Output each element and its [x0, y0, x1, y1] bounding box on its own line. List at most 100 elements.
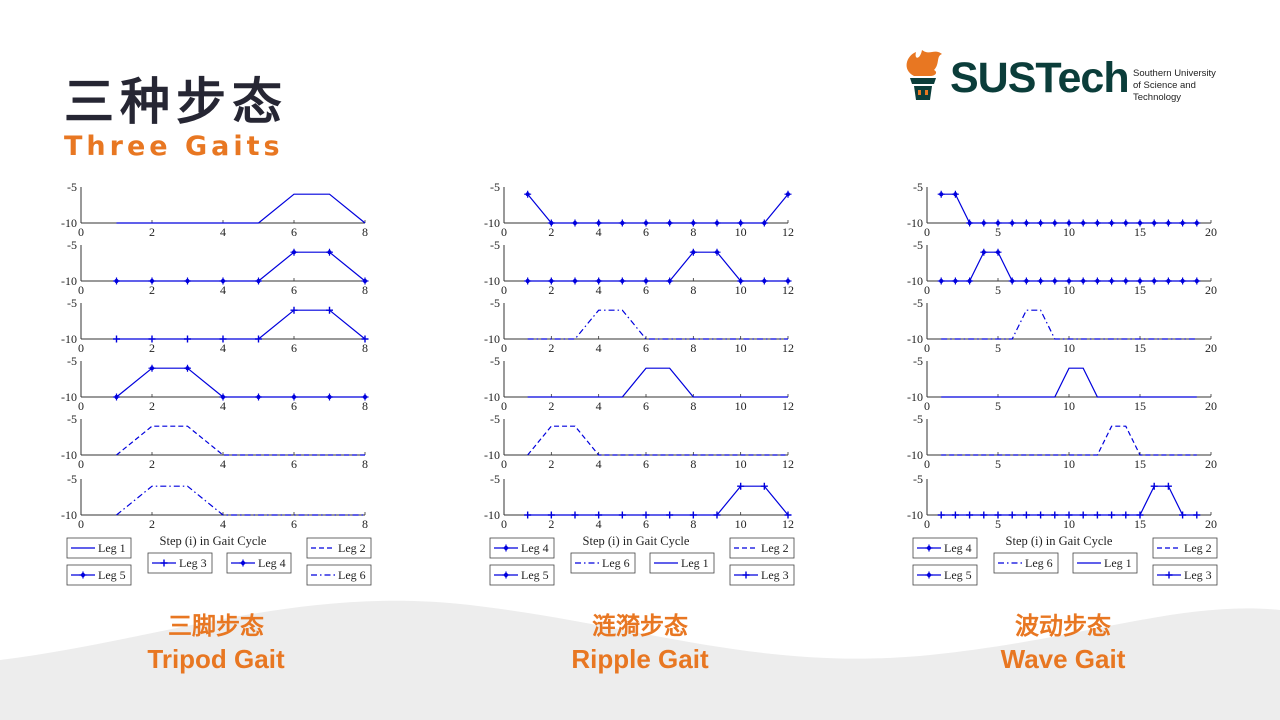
- x-tick-label: 15: [1134, 341, 1146, 355]
- legend-item: Leg 4: [226, 552, 292, 574]
- x-tick-label: 2: [149, 517, 155, 531]
- data-point: [1051, 511, 1059, 519]
- data-point-tick: [361, 393, 369, 401]
- x-axis-label: Step (i) in Gait Cycle: [583, 534, 690, 548]
- tripod-gait-chart: 0 2 4 6 8-5-100 2 4 6 8-5-100 2 4 6 8-5-100 2 4 6 8-5-10…: [61, 180, 372, 586]
- y-tick-label: -5: [490, 412, 500, 426]
- y-tick-label: -10: [61, 332, 77, 346]
- legend-box: [729, 564, 795, 586]
- x-tick-label: 20: [1205, 283, 1217, 297]
- x-tick-label: 2: [149, 283, 155, 297]
- subplot: 0 5 10 15 20 -5 -10: [907, 180, 1217, 239]
- data-point-tick: [1079, 219, 1087, 227]
- x-tick-label: 8: [690, 225, 696, 239]
- sustech-logo: SUSTech Southern University of Science a…: [900, 46, 1240, 116]
- data-point-tick: [760, 219, 768, 227]
- x-tick-label: 6: [643, 517, 649, 531]
- data-point-tick: [1150, 219, 1158, 227]
- data-point-tick: [937, 190, 945, 198]
- x-tick-label: 2: [548, 517, 554, 531]
- x-tick-label: 0: [78, 399, 84, 413]
- x-tick-label: 12: [782, 399, 794, 413]
- data-point-tick: [1179, 219, 1187, 227]
- x-tick-label: 8: [362, 457, 368, 471]
- legend-box: [66, 537, 132, 559]
- caption-en: Tripod Gait: [147, 644, 285, 674]
- legend-item: Leg 5: [489, 564, 555, 586]
- x-tick-label: 8: [690, 283, 696, 297]
- legend-box: [306, 564, 372, 586]
- data-point-tick: [1022, 277, 1030, 285]
- legend-box: [912, 564, 978, 586]
- data-point-tick: [326, 393, 333, 401]
- legend-item: Leg 4: [489, 537, 555, 559]
- data-point-tick: [595, 219, 603, 227]
- data-point: [1193, 511, 1201, 519]
- data-point-tick: [642, 219, 650, 227]
- data-point: [148, 335, 156, 343]
- x-tick-label: 0: [501, 225, 507, 239]
- x-tick-label: 0: [78, 341, 84, 355]
- x-tick-label: 10: [735, 283, 747, 297]
- data-point-tick: [980, 219, 988, 227]
- y-tick-label: -10: [61, 508, 77, 522]
- data-point: [1093, 511, 1101, 519]
- data-point-tick: [966, 277, 974, 285]
- x-tick-label: 2: [149, 225, 155, 239]
- series-line: [941, 309, 1197, 340]
- series-line: [116, 425, 365, 456]
- series-line: [941, 485, 1197, 516]
- x-tick-label: 0: [78, 517, 84, 531]
- y-tick-label: -5: [490, 238, 500, 252]
- legend-box: [649, 552, 715, 574]
- legend-label: Leg 1: [98, 541, 126, 555]
- subplot: 0 2 4 6 8 10 12 -5 -10: [484, 296, 794, 355]
- series-line: [116, 309, 366, 340]
- data-point: [713, 511, 721, 519]
- y-tick-label: -10: [61, 390, 77, 404]
- legend-item: Leg 3: [147, 552, 213, 574]
- y-tick-label: -10: [484, 332, 500, 346]
- data-point-tick: [994, 219, 1002, 227]
- data-point-tick: [1022, 219, 1030, 227]
- caption-cn: 波动步态: [1015, 612, 1111, 640]
- x-tick-label: 0: [78, 283, 84, 297]
- x-tick-label: 4: [596, 457, 602, 471]
- legend-label: Leg 2: [1184, 541, 1212, 555]
- data-point: [689, 511, 697, 519]
- x-tick-label: 20: [1205, 399, 1217, 413]
- legend-label: Leg 6: [602, 556, 630, 570]
- legend-box: [489, 537, 555, 559]
- data-point-tick: [219, 393, 227, 401]
- y-tick-label: -5: [913, 180, 923, 194]
- legend-box: [306, 537, 372, 559]
- x-tick-label: 0: [78, 457, 84, 471]
- x-tick-label: 12: [782, 225, 794, 239]
- legend-box: [570, 552, 636, 574]
- x-tick-label: 10: [735, 399, 747, 413]
- y-tick-label: -10: [907, 390, 923, 404]
- data-point-tick: [502, 571, 510, 579]
- x-tick-label: 10: [1063, 341, 1075, 355]
- legend-item: Leg 6: [993, 552, 1059, 574]
- ripple-gait-chart: 0 2 4 6 8 10 12-5-100 2 4 6 8 10 12-5-100 2 4 6 8 10 12-5-…: [484, 180, 795, 586]
- x-tick-label: 6: [643, 283, 649, 297]
- x-tick-label: 2: [548, 457, 554, 471]
- data-point: [1165, 571, 1173, 579]
- data-point-tick: [290, 393, 298, 401]
- legend-label: Leg 4: [258, 556, 286, 570]
- x-tick-label: 2: [548, 341, 554, 355]
- series-line: [941, 367, 1197, 398]
- x-tick-label: 5: [995, 399, 1001, 413]
- y-tick-label: -10: [907, 216, 923, 230]
- data-point-tick: [1008, 219, 1016, 227]
- data-point: [980, 511, 988, 519]
- y-tick-label: -10: [484, 448, 500, 462]
- x-tick-label: 6: [643, 225, 649, 239]
- subplot: 0 2 4 6 8 -5 -10: [61, 180, 368, 239]
- series-line: [941, 251, 1197, 282]
- data-point-tick: [113, 277, 120, 285]
- legend-item: Leg 3: [1152, 564, 1218, 586]
- x-tick-label: 2: [149, 399, 155, 413]
- data-point-tick: [642, 277, 650, 285]
